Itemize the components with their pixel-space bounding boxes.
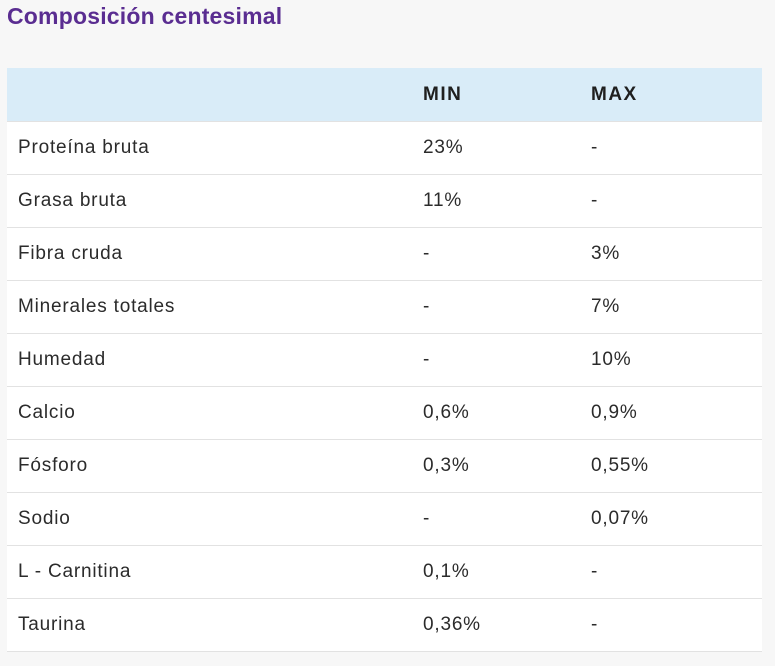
row-min: 0,36% [423,598,591,652]
row-name: Proteína bruta [7,121,423,175]
row-min: 23% [423,121,591,175]
row-name: Sodio [7,492,423,546]
header-max: MAX [591,83,638,105]
row-name: Calcio [7,386,423,440]
page-title: Composición centesimal [7,3,283,29]
row-max: 3% [591,227,762,281]
row-name: Humedad [7,333,423,387]
table-row: L - Carnitina 0,1% - [7,545,762,599]
table-row: Minerales totales - 7% [7,280,762,334]
row-max: - [591,598,762,652]
table-row: Fósforo 0,3% 0,55% [7,439,762,493]
row-name: Taurina [7,598,423,652]
row-max: 0,55% [591,439,762,493]
table-row: Proteína bruta 23% - [7,121,762,175]
row-name: Fibra cruda [7,227,423,281]
row-max: - [591,545,762,599]
table-row: Humedad - 10% [7,333,762,387]
row-max: 0,07% [591,492,762,546]
row-min: 0,3% [423,439,591,493]
header-min: MIN [423,83,463,105]
table-row: Grasa bruta 11% - [7,174,762,228]
row-min: - [423,333,591,387]
composition-table: MIN MAX Proteína bruta 23% - Grasa bruta… [7,68,762,652]
table-row: Taurina 0,36% - [7,598,762,652]
row-min: 0,1% [423,545,591,599]
row-max: 7% [591,280,762,334]
row-max: 0,9% [591,386,762,440]
row-name: Grasa bruta [7,174,423,228]
table-row: Fibra cruda - 3% [7,227,762,281]
row-max: - [591,174,762,228]
table-header-row: MIN MAX [7,68,762,122]
header-name [7,68,423,122]
table-row: Sodio - 0,07% [7,492,762,546]
row-min: 0,6% [423,386,591,440]
row-name: Minerales totales [7,280,423,334]
row-max: 10% [591,333,762,387]
row-min: - [423,492,591,546]
row-name: Fósforo [7,439,423,493]
row-min: 11% [423,174,591,228]
row-max: - [591,121,762,175]
row-min: - [423,227,591,281]
table-row: Calcio 0,6% 0,9% [7,386,762,440]
row-name: L - Carnitina [7,545,423,599]
row-min: - [423,280,591,334]
